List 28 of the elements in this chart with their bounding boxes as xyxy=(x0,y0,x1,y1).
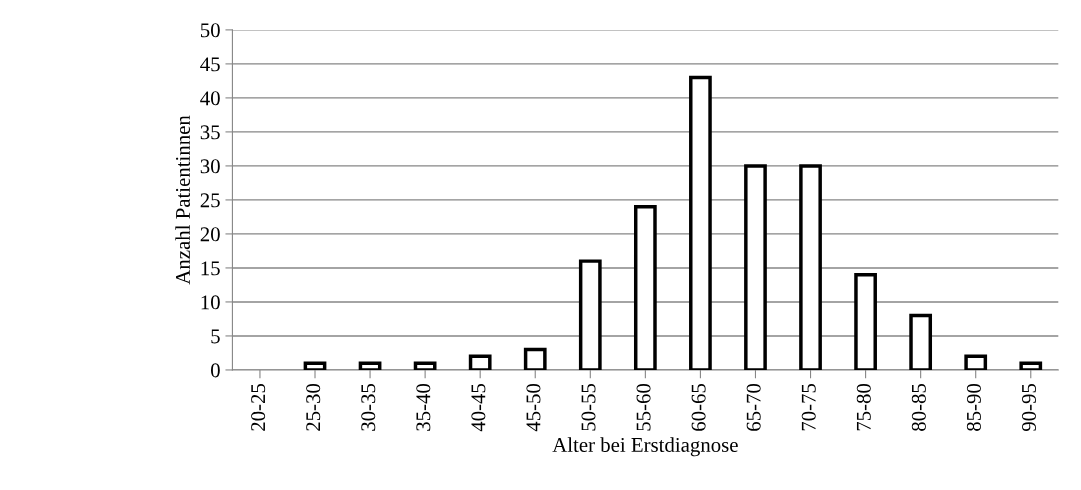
x-tick-label: 35-40 xyxy=(416,383,431,431)
x-tick-label: 25-30 xyxy=(306,383,321,431)
x-tick-label: 50-55 xyxy=(581,383,596,431)
x-tick-label: 55-60 xyxy=(636,383,651,431)
x-tick-label: 80-85 xyxy=(911,383,926,431)
y-axis-title: Anzahl Patientinnen xyxy=(175,115,190,285)
x-tick-label: 60-65 xyxy=(691,383,706,431)
x-tick-label: 65-70 xyxy=(746,383,761,431)
y-tick-label: 50 xyxy=(200,23,220,38)
x-tick-label: 45-50 xyxy=(526,383,541,432)
y-tick-label: 30 xyxy=(200,159,220,174)
x-tick-label: 20-25 xyxy=(251,383,266,431)
y-tick-label: 40 xyxy=(200,91,220,106)
x-tick-label: 75-80 xyxy=(856,383,871,431)
y-tick-label: 20 xyxy=(200,227,220,242)
y-tick-label: 5 xyxy=(211,329,220,344)
y-tick-label: 0 xyxy=(210,363,220,378)
x-tick-label: 70-75 xyxy=(801,383,816,431)
y-tick-label: 35 xyxy=(200,125,220,140)
y-tick-label: 25 xyxy=(200,193,220,208)
x-tick-label: 40-45 xyxy=(471,383,486,432)
y-tick-label: 15 xyxy=(201,261,220,276)
x-axis-title: Alter bei Erstdiagnose xyxy=(552,437,738,457)
x-tick-label: 85-90 xyxy=(966,383,981,431)
x-tick-label: 30-35 xyxy=(361,383,376,431)
y-tick-label: 45 xyxy=(200,57,220,72)
x-tick-label: 90-95 xyxy=(1021,383,1036,432)
y-tick-label: 10 xyxy=(201,295,220,310)
